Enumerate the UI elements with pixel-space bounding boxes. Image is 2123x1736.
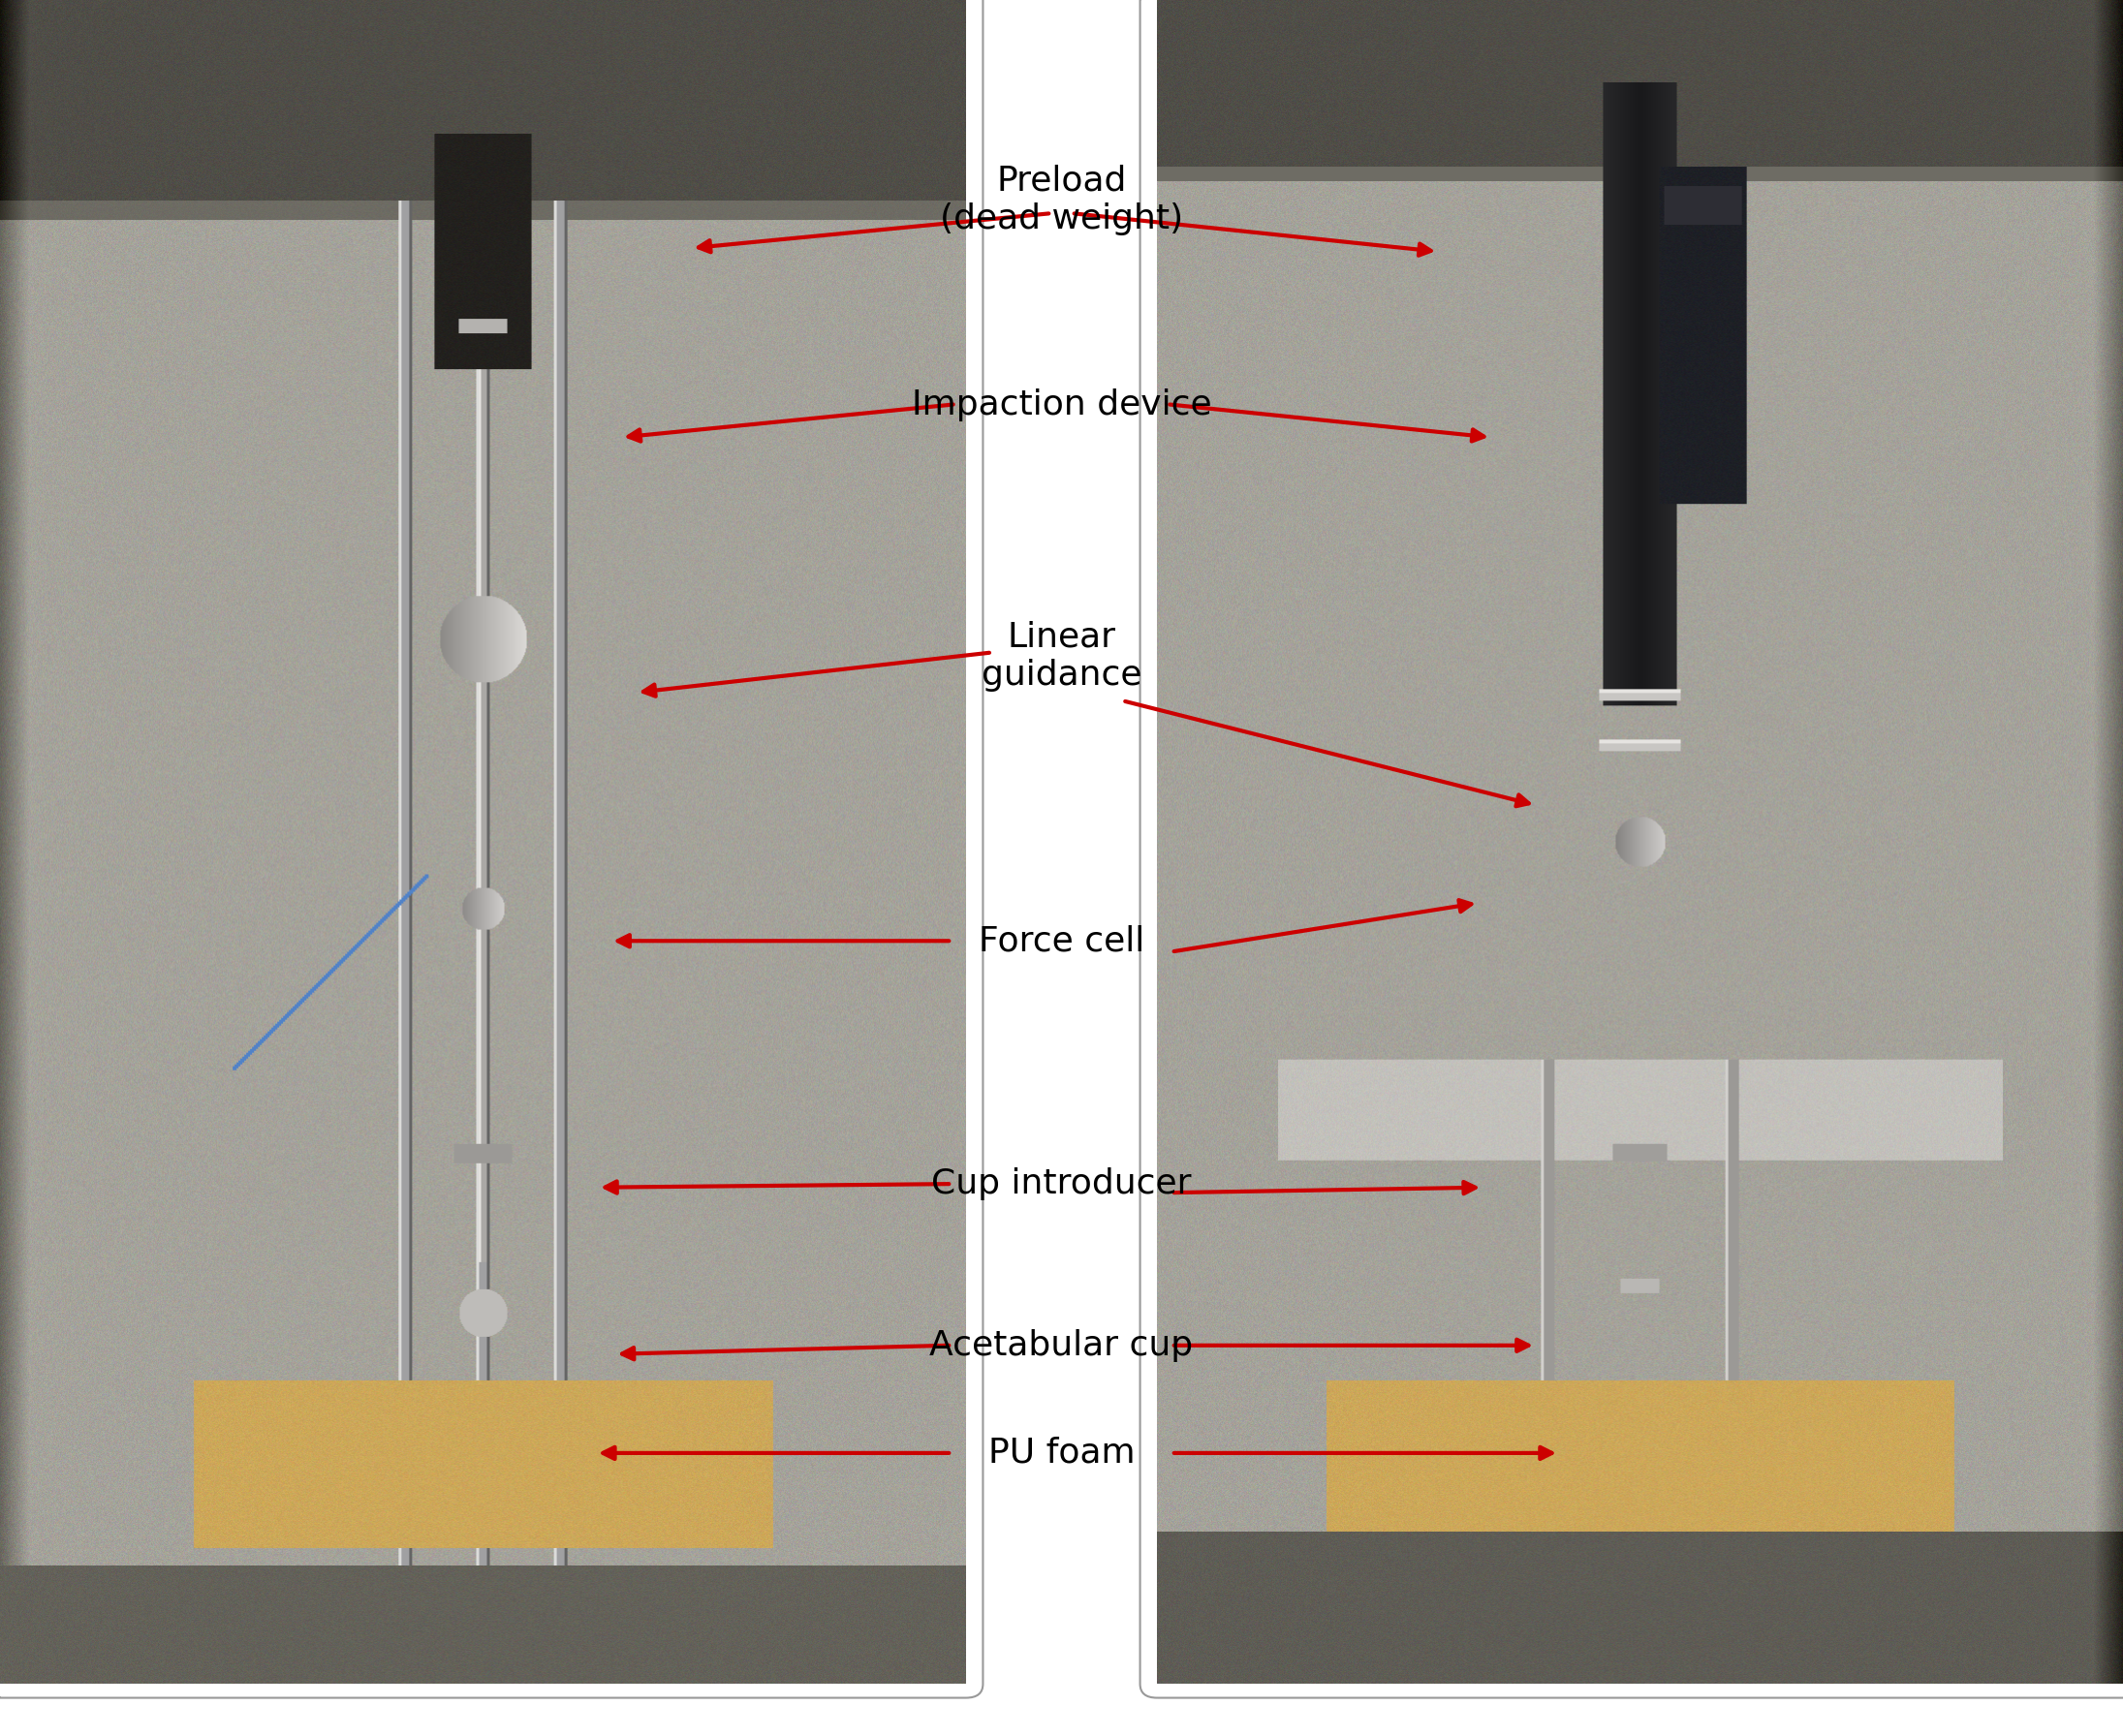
Text: Acetabular cup: Acetabular cup <box>930 1330 1193 1361</box>
Text: Linear
guidance: Linear guidance <box>981 621 1142 691</box>
Text: PU foam: PU foam <box>987 1437 1136 1469</box>
Text: Impaction device: Impaction device <box>911 389 1212 420</box>
Text: Cup introducer: Cup introducer <box>932 1168 1191 1200</box>
Text: Preload
(dead weight): Preload (dead weight) <box>940 165 1183 234</box>
Text: Force cell: Force cell <box>979 925 1144 957</box>
